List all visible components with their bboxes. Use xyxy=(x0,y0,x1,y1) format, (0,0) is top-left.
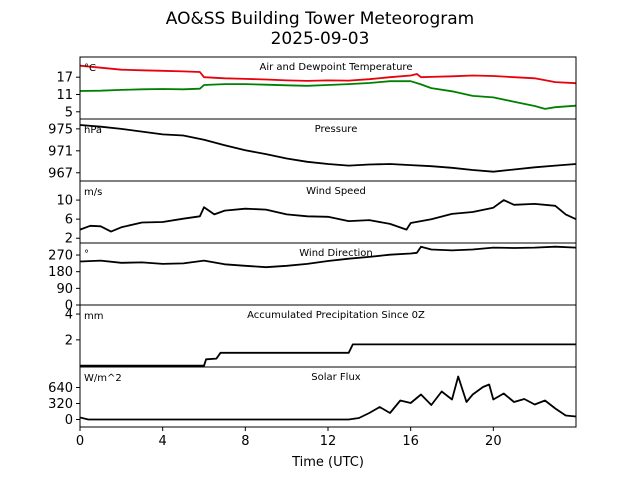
panel-unit: ° xyxy=(84,249,89,260)
panel-unit: °C xyxy=(84,63,96,74)
panel-title: Wind Direction xyxy=(299,248,373,259)
y-tick-label: 0 xyxy=(65,413,73,428)
series-line-solar-flux xyxy=(80,375,576,421)
panel-unit: hPa xyxy=(84,125,102,136)
panel-title: Air and Dewpoint Temperature xyxy=(260,62,413,73)
y-tick-label: 2 xyxy=(65,232,73,247)
panel-title: Solar Flux xyxy=(311,372,361,383)
y-tick-label: 270 xyxy=(48,249,73,264)
x-tick-label: 0 xyxy=(76,434,84,449)
chart-title: AO&SS Building Tower Meteorogram xyxy=(166,9,474,29)
x-tick-label: 16 xyxy=(402,434,419,449)
series-line-precipitation xyxy=(80,343,576,367)
panel-1: Pressure hPa 967 971 975 xyxy=(48,118,577,182)
x-tick-label: 8 xyxy=(241,434,249,449)
y-tick-label: 640 xyxy=(48,381,73,396)
y-tick-label: 6 xyxy=(65,213,73,228)
series-line-dewpoint-temperature xyxy=(80,80,576,110)
y-tick-label: 90 xyxy=(56,282,73,297)
x-axis: 0 4 8 12 16 20 xyxy=(76,427,502,449)
panel-4: Accumulated Precipitation Since 0Z mm 2 4 xyxy=(65,304,577,368)
y-tick-label: 971 xyxy=(48,144,73,159)
y-tick-label: 180 xyxy=(48,265,73,280)
chart-subtitle: 2025-09-03 xyxy=(271,29,370,49)
y-tick-label: 975 xyxy=(48,122,73,137)
panels: Air and Dewpoint Temperature °C 5 11 17 Press… xyxy=(48,56,577,428)
series-line-pressure xyxy=(80,124,576,173)
series-line-wind-speed xyxy=(80,199,576,233)
panel-unit: mm xyxy=(84,311,103,322)
x-tick-label: 4 xyxy=(159,434,167,449)
series-line-air-temperature xyxy=(80,64,576,85)
panel-0: Air and Dewpoint Temperature °C 5 11 17 xyxy=(56,56,577,120)
x-tick-label: 12 xyxy=(320,434,337,449)
series-line-wind-direction xyxy=(80,245,576,269)
y-tick-label: 2 xyxy=(65,333,73,348)
y-tick-label: 10 xyxy=(56,194,73,209)
y-tick-label: 0 xyxy=(65,299,73,314)
panel-title: Pressure xyxy=(315,124,358,135)
panel-title: Accumulated Precipitation Since 0Z xyxy=(247,310,425,321)
panel-unit: W/m^2 xyxy=(84,373,122,384)
y-tick-label: 11 xyxy=(56,88,73,103)
y-tick-label: 17 xyxy=(56,71,73,86)
panel-title: Wind Speed xyxy=(306,186,366,197)
x-tick-label: 20 xyxy=(485,434,502,449)
panel-unit: m/s xyxy=(84,187,102,198)
panel-2: Wind Speed m/s 2 6 10 xyxy=(56,180,577,247)
y-tick-label: 5 xyxy=(65,105,73,120)
x-axis-label: Time (UTC) xyxy=(291,455,364,470)
y-tick-label: 967 xyxy=(48,166,73,181)
y-tick-label: 320 xyxy=(48,397,73,412)
y-tick-label: 4 xyxy=(65,308,73,323)
